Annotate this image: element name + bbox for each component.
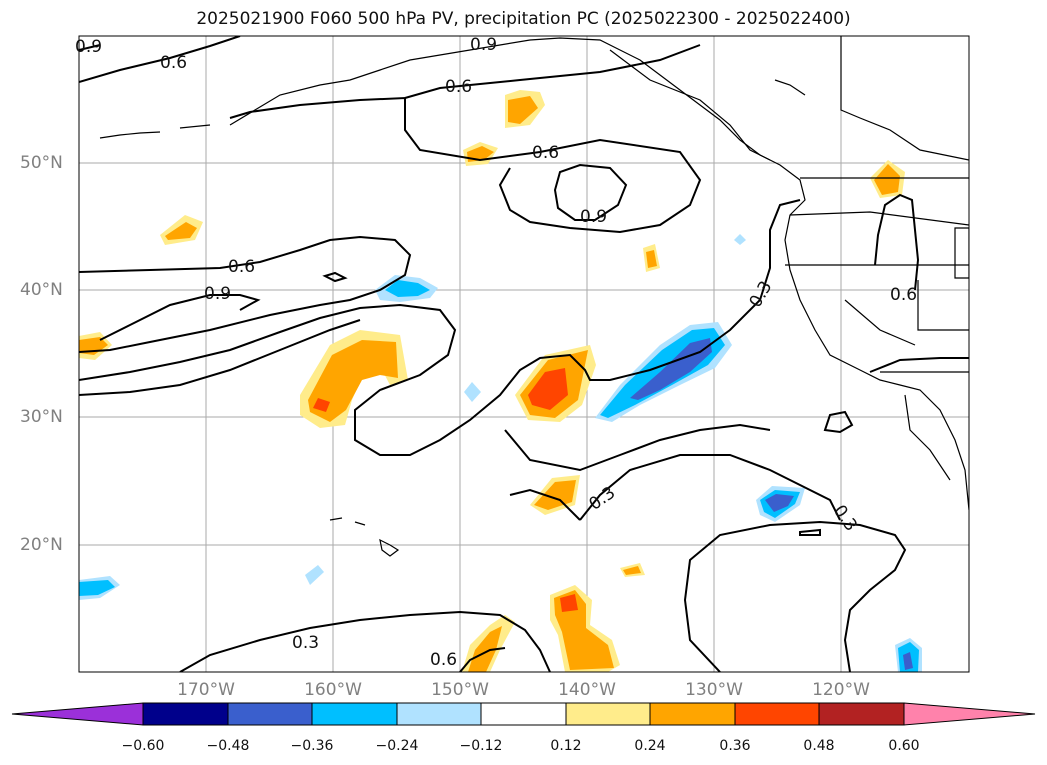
coastlines — [99, 36, 969, 557]
colorbar-extend-left — [11, 702, 144, 726]
colorbar-tick-label: 0.60 — [888, 738, 920, 754]
contour-label: 0.6 — [160, 53, 187, 73]
colorbar-bin — [649, 702, 736, 726]
longitude-label: 170°W — [177, 680, 235, 700]
colorbar — [11, 702, 1036, 726]
colorbar-bin — [142, 702, 229, 726]
contour-label: 0.3 — [746, 278, 777, 311]
colorbar-bin — [734, 702, 820, 726]
colorbar-bin — [565, 702, 651, 726]
contour-label: 0.6 — [445, 77, 472, 97]
latitude-label: 30°N — [20, 407, 63, 427]
longitude-label: 140°W — [558, 680, 616, 700]
longitude-label: 130°W — [685, 680, 743, 700]
contour-label: 0.6 — [890, 285, 917, 305]
contour-label: 0.9 — [75, 37, 102, 57]
latitude-label: 20°N — [20, 535, 63, 555]
colorbar-tick-label: 0.12 — [550, 738, 582, 754]
contour-label: 0.9 — [580, 207, 607, 227]
colorbar-bin — [227, 702, 313, 726]
contour-label: 0.9 — [204, 284, 231, 304]
contour-labels: 0.9 0.6 0.9 0.6 0.6 0.9 0.6 0.9 0.3 0.6 … — [75, 35, 917, 670]
pv-contours — [79, 36, 969, 672]
longitude-label: 150°W — [431, 680, 489, 700]
contour-label: 0.3 — [586, 483, 620, 515]
latitude-label: 40°N — [20, 280, 63, 300]
colorbar-bin — [311, 702, 398, 726]
colorbar-tick-label: −0.48 — [206, 738, 250, 754]
colorbar-bin — [818, 702, 905, 726]
colorbar-tick-label: −0.24 — [375, 738, 419, 754]
precip-negative-shading — [79, 234, 922, 672]
contour-label: 0.6 — [430, 650, 457, 670]
contour-label: 0.3 — [292, 633, 319, 653]
longitude-label: 160°W — [304, 680, 362, 700]
colorbar-tick-label: −0.60 — [121, 738, 165, 754]
colorbar-bin — [396, 702, 482, 726]
colorbar-extend-right — [903, 702, 1036, 726]
latitude-label: 50°N — [20, 153, 63, 173]
longitude-label: 120°W — [812, 680, 870, 700]
colorbar-bin — [480, 702, 567, 726]
plot-frame — [78, 35, 970, 673]
contour-label: 0.9 — [470, 35, 497, 55]
colorbar-tick-label: 0.24 — [634, 738, 666, 754]
precip-positive-shading — [79, 90, 905, 672]
colorbar-tick-label: 0.48 — [803, 738, 835, 754]
colorbar-tick-label: 0.36 — [719, 738, 751, 754]
contour-label: 0.6 — [228, 257, 255, 277]
contour-label: 0.6 — [532, 143, 559, 163]
colorbar-tick-label: −0.12 — [459, 738, 503, 754]
colorbar-tick-label: −0.36 — [290, 738, 334, 754]
map-title: 2025021900 F060 500 hPa PV, precipitatio… — [196, 9, 851, 29]
